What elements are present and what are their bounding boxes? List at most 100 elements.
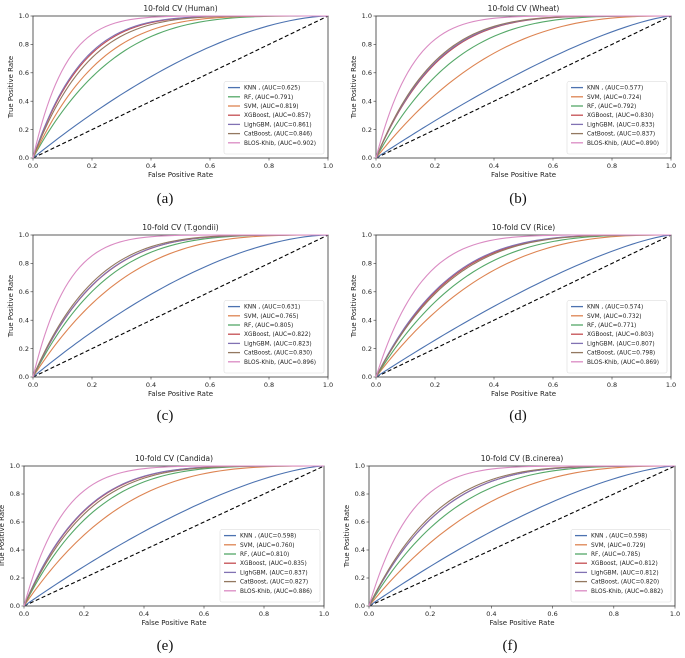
x-axis-label: False Positive Rate: [489, 619, 554, 627]
legend-entry: CatBoost, (AUC=0.837): [587, 132, 655, 138]
y-tick-label: 0.0: [362, 154, 372, 162]
legend-entry: RF, (AUC=0.805): [244, 323, 293, 329]
y-tick-label: 0.6: [355, 518, 365, 526]
x-tick-label: 1.0: [319, 610, 329, 618]
x-tick-label: 0.8: [264, 162, 274, 170]
y-tick-label: 0.4: [362, 316, 372, 324]
roc-panel: 10-fold CV (Wheat) 0.0 0.2 0.4 0.6 0.8 1.0 0.0 0…: [350, 4, 676, 179]
y-tick-label: 0.2: [362, 126, 372, 134]
y-tick-label: 1.0: [362, 231, 372, 239]
x-tick-label: 0.0: [371, 162, 381, 170]
legend-entry: XGBoost, (AUC=0.857): [244, 113, 311, 119]
x-tick-label: 0.6: [205, 381, 215, 389]
legend-entry: XGBoost, (AUC=0.822): [244, 332, 311, 338]
x-tick-label: 0.2: [87, 162, 97, 170]
roc-curve-rf: [368, 465, 675, 607]
legend-entry: RF, (AUC=0.810): [240, 552, 289, 558]
x-tick-label: 0.0: [371, 381, 381, 389]
roc-panel: 10-fold CV (T.gondii) 0.0 0.2 0.4 0.6 0.8 1.0 0…: [7, 223, 333, 398]
y-axis-label: True Positive Rate: [343, 505, 351, 568]
y-tick-label: 1.0: [10, 462, 20, 470]
panel-caption: (a): [157, 191, 174, 207]
roc-curve-blos-khib: [368, 465, 675, 607]
legend: KNN , (AUC=0.574) SVM, (AUC=0.732) RF, (AU…: [566, 300, 668, 374]
legend-entry: BLOS-Khib, (AUC=0.902): [244, 141, 316, 147]
x-axis-label: False Positive Rate: [491, 171, 556, 179]
legend: KNN , (AUC=0.625) RF, (AUC=0.791) SVM, (AU…: [223, 81, 325, 155]
chart-title: 10-fold CV (Candida): [135, 454, 213, 463]
x-tick-label: 0.4: [486, 610, 496, 618]
legend-box: [570, 529, 672, 603]
y-tick-label: 0.2: [19, 126, 29, 134]
roc-curve-rf: [375, 234, 671, 378]
legend: KNN , (AUC=0.631) SVM, (AUC=0.765) RF, (AU…: [223, 300, 325, 374]
roc-panel: 10-fold CV (Human) 0.0 0.2 0.4 0.6 0.8 1.0 0.0 0…: [7, 4, 333, 179]
x-tick-label: 0.8: [264, 381, 274, 389]
x-tick-label: 0.2: [425, 610, 435, 618]
chart-title: 10-fold CV (B.cinerea): [481, 454, 564, 463]
panel-caption: (d): [509, 408, 527, 424]
legend-box: [566, 81, 668, 155]
y-tick-label: 0.8: [10, 490, 20, 498]
y-axis-label: True Positive Rate: [350, 56, 358, 119]
y-tick-label: 0.0: [355, 602, 365, 610]
chance-diagonal: [32, 15, 329, 159]
chart-title: 10-fold CV (Human): [143, 4, 217, 13]
x-tick-label: 1.0: [670, 610, 680, 618]
legend-entry: SVM, (AUC=0.765): [244, 314, 299, 320]
x-tick-label: 0.4: [146, 162, 156, 170]
x-axis-label: False Positive Rate: [148, 171, 213, 179]
y-tick-label: 0.4: [10, 546, 20, 554]
legend-entry: LighGBM, (AUC=0.807): [587, 341, 655, 347]
legend-entry: BLOS-Khib, (AUC=0.869): [587, 360, 659, 366]
legend: KNN , (AUC=0.598) SVM, (AUC=0.760) RF, (AU…: [219, 529, 321, 603]
x-tick-label: 0.4: [489, 381, 499, 389]
roc-curve-knn: [368, 465, 676, 607]
x-tick-label: 0.2: [430, 381, 440, 389]
legend-entry: RF, (AUC=0.792): [587, 104, 636, 110]
x-tick-label: 0.6: [199, 610, 209, 618]
legend-entry: CatBoost, (AUC=0.830): [244, 351, 312, 357]
x-tick-label: 1.0: [323, 381, 333, 389]
legend-entry: KNN , (AUC=0.574): [587, 305, 643, 311]
x-tick-label: 0.2: [87, 381, 97, 389]
x-tick-label: 0.8: [259, 610, 269, 618]
legend-entry: LighGBM, (AUC=0.861): [244, 122, 312, 128]
roc-curve-knn: [23, 465, 325, 607]
x-tick-label: 0.4: [139, 610, 149, 618]
legend-entry: KNN , (AUC=0.598): [591, 534, 647, 540]
y-tick-label: 1.0: [19, 12, 29, 20]
y-tick-label: 0.0: [10, 602, 20, 610]
legend-entry: CatBoost, (AUC=0.827): [240, 580, 308, 586]
roc-curve-catboost: [375, 234, 671, 378]
legend-entry: SVM, (AUC=0.732): [587, 314, 642, 320]
legend-entry: KNN , (AUC=0.577): [587, 86, 643, 92]
panel-caption: (e): [157, 638, 174, 654]
chart-title: 10-fold CV (Wheat): [488, 4, 560, 13]
legend: KNN , (AUC=0.598) SVM, (AUC=0.729) RF, (AU…: [570, 529, 672, 603]
legend-box: [219, 529, 321, 603]
x-tick-label: 0.4: [146, 381, 156, 389]
x-tick-label: 0.4: [489, 162, 499, 170]
y-tick-label: 0.2: [355, 574, 365, 582]
legend-entry: RF, (AUC=0.771): [587, 323, 636, 329]
y-tick-label: 0.8: [355, 490, 365, 498]
y-tick-label: 0.4: [362, 97, 372, 105]
legend-entry: BLOS-Khib, (AUC=0.882): [591, 589, 663, 595]
x-tick-label: 0.0: [28, 162, 38, 170]
roc-curve-knn: [375, 234, 672, 378]
roc-panel: 10-fold CV (Candida) 0.0 0.2 0.4 0.6 0.8 1.0 0.…: [0, 454, 329, 627]
x-tick-label: 0.6: [548, 162, 558, 170]
y-tick-label: 0.8: [19, 41, 29, 49]
x-tick-label: 0.0: [19, 610, 29, 618]
x-tick-label: 0.8: [609, 610, 619, 618]
x-tick-label: 1.0: [323, 162, 333, 170]
roc-curve-blos-khib: [32, 15, 328, 159]
y-tick-label: 0.6: [362, 69, 372, 77]
legend-entry: LighGBM, (AUC=0.833): [587, 122, 655, 128]
y-tick-label: 0.8: [362, 41, 372, 49]
roc-curve-svm: [23, 465, 324, 607]
legend-entry: CatBoost, (AUC=0.820): [591, 580, 659, 586]
y-tick-label: 1.0: [355, 462, 365, 470]
